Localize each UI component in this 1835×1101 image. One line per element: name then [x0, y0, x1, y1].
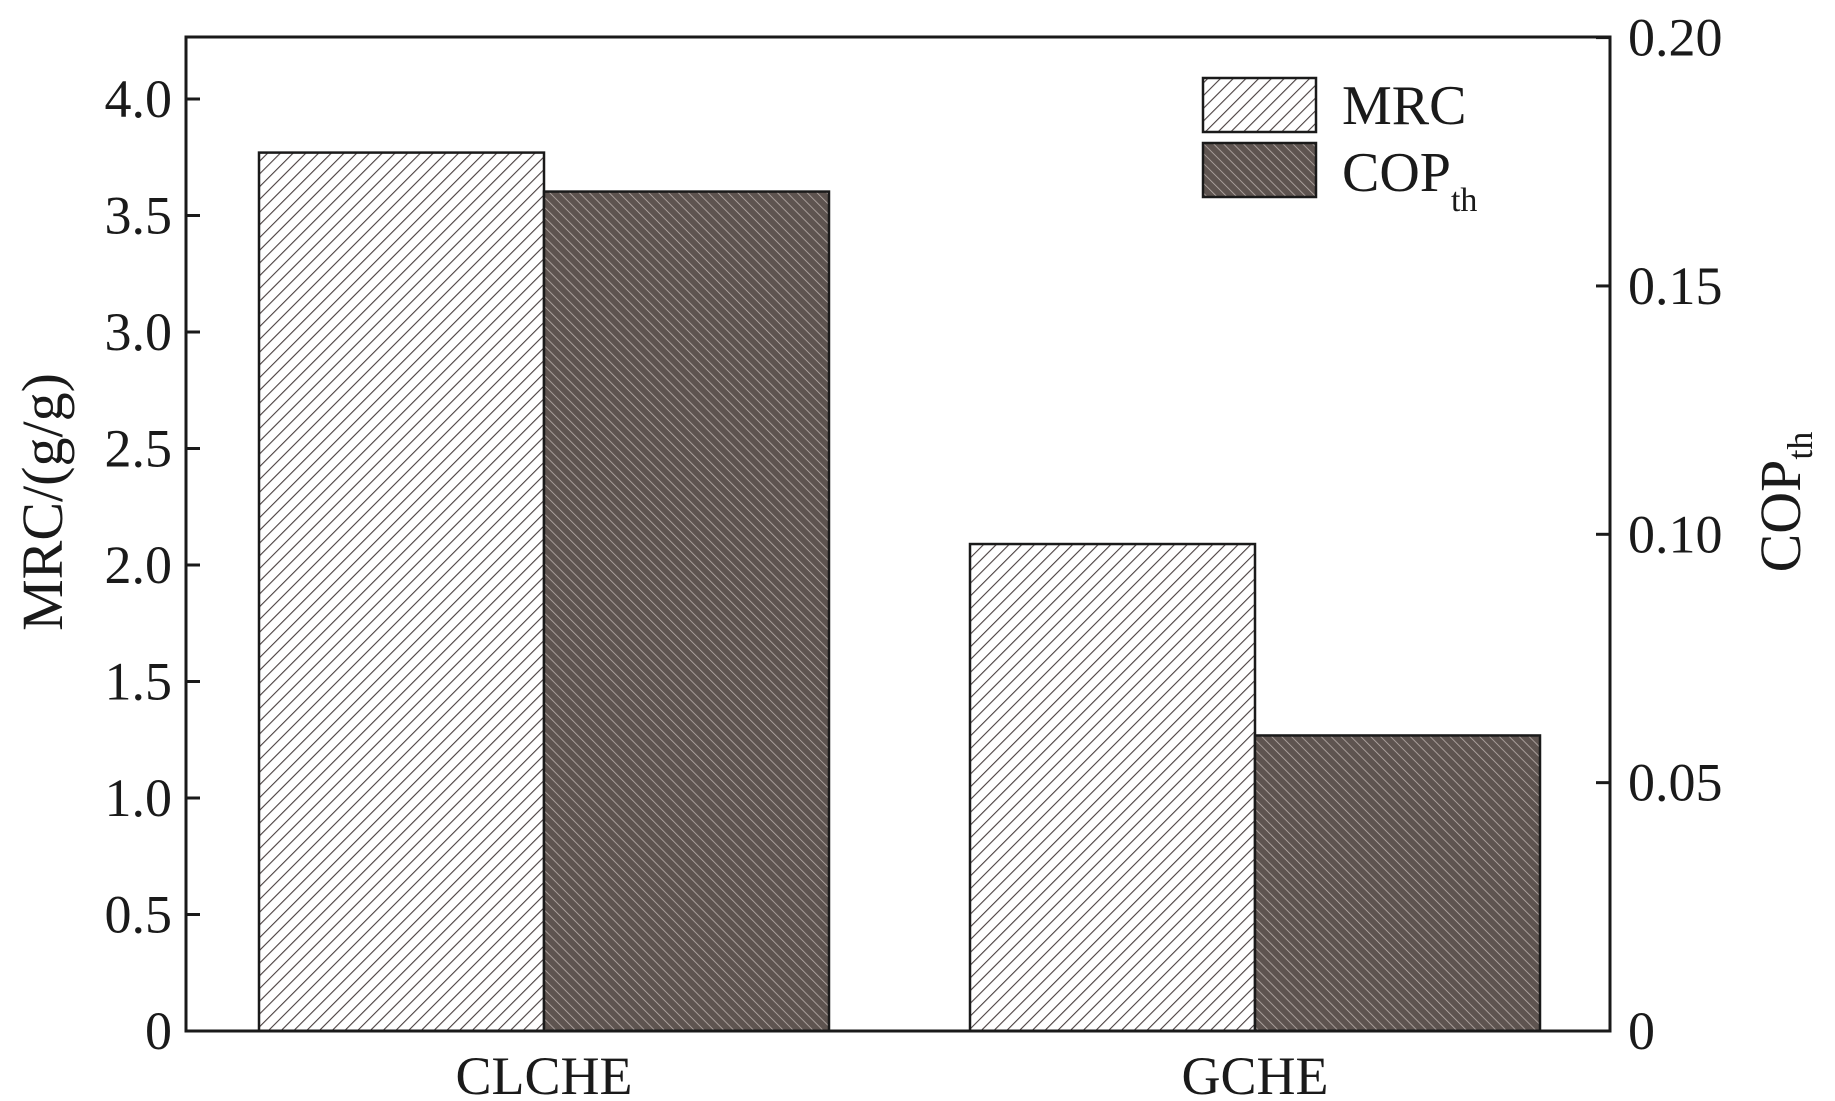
bar-cop-clche [542, 190, 831, 1033]
left-tick-label: 0.5 [105, 885, 173, 945]
legend-swatch-mrc [1201, 76, 1318, 134]
right-axis-title: COPth [1748, 432, 1820, 573]
left-tick-label: 0 [145, 1001, 172, 1061]
left-axis-title: MRC/(g/g) [10, 373, 75, 631]
bars-layer [257, 151, 1542, 1033]
left-tick-label: 3.0 [105, 302, 173, 362]
left-tick-label: 3.5 [105, 186, 173, 246]
right-axis-ticks: 0 0.05 0.10 0.15 0.20 [1596, 8, 1723, 1061]
bar-mrc-gche [968, 542, 1257, 1033]
left-tick-label: 2.0 [105, 535, 173, 595]
left-tick-label: 1.0 [105, 768, 173, 828]
left-tick-label: 1.5 [105, 652, 173, 712]
left-tick-label: 4.0 [105, 69, 173, 129]
bar-mrc-clche [257, 151, 546, 1033]
right-tick-label: 0.20 [1628, 8, 1723, 68]
legend: MRC COPth [1201, 75, 1477, 219]
category-labels: CLCHE GCHE [455, 1046, 1328, 1101]
right-tick-label: 0 [1628, 1001, 1655, 1061]
legend-swatch-cop [1201, 141, 1318, 199]
category-label-gche: GCHE [1182, 1046, 1329, 1101]
category-label-clche: CLCHE [455, 1046, 632, 1101]
legend-label-mrc: MRC [1342, 75, 1467, 137]
right-tick-label: 0.05 [1628, 753, 1723, 813]
legend-label-cop: COPth [1342, 142, 1477, 219]
left-axis-ticks: 0 0.5 1.0 1.5 2.0 2.5 3.0 3.5 4.0 [105, 69, 200, 1061]
right-tick-label: 0.10 [1628, 504, 1723, 564]
right-tick-label: 0.15 [1628, 256, 1723, 316]
left-tick-label: 2.5 [105, 419, 173, 479]
bar-cop-gche [1253, 734, 1542, 1033]
